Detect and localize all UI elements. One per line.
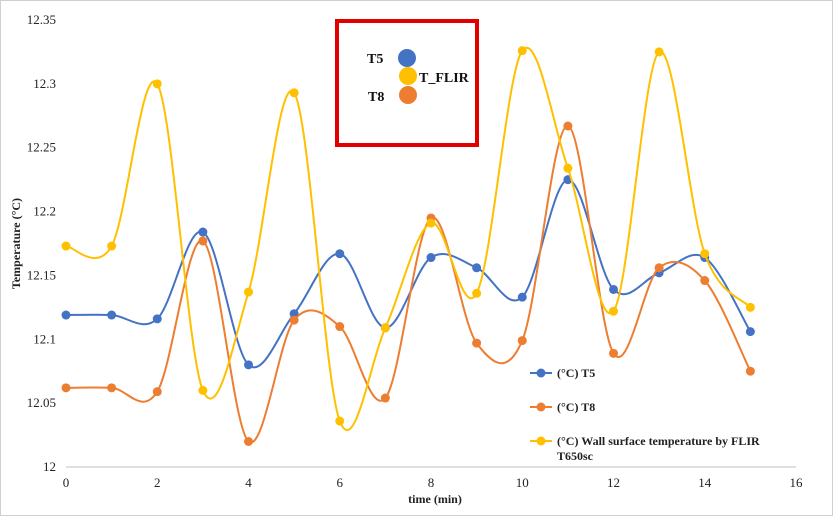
x-tick-label: 6 [337,475,344,490]
legend-label: (°C) T8 [557,400,595,414]
data-point [563,163,573,173]
x-axis-title: time (min) [408,492,462,506]
legend-marker [536,402,546,412]
x-tick-label: 16 [790,475,804,490]
data-point [517,46,527,56]
data-point [61,241,71,251]
data-point [107,241,117,251]
data-point [745,366,755,376]
series-line [65,46,752,431]
data-point [198,385,208,395]
data-point [700,276,710,286]
y-tick-label: 12 [43,459,56,474]
data-point [152,79,162,89]
data-point [700,249,710,259]
series-group [61,46,755,446]
marker-annotation-box: T5 T_FLIR T8 [335,19,479,147]
series-line [65,124,752,444]
annotation-label: T5 [367,52,383,67]
data-point [335,416,345,426]
series-2 [61,121,755,446]
x-tick-label: 14 [698,475,712,490]
data-point [198,227,208,237]
y-tick-label: 12.35 [27,12,56,27]
data-point [152,314,162,324]
data-point [563,121,573,131]
data-point [244,436,253,446]
data-point [198,236,208,246]
data-point [289,88,299,98]
annotation-label: T8 [368,90,384,105]
legend-entry: (°C) T8 [530,400,595,414]
data-point [654,263,664,273]
y-tick-label: 12.2 [33,204,56,219]
data-point [289,309,299,319]
y-tick-label: 12.1 [33,331,56,346]
x-tick-label: 12 [607,475,620,490]
legend-entry: (°C) T5 [530,366,595,380]
annotation-marker [399,86,417,104]
data-point [517,336,527,346]
series-line [65,178,752,369]
data-point [472,263,482,273]
y-tick-labels: 12 12.05 12.1 12.15 12.2 12.25 12.3 12.35 [27,12,56,474]
x-tick-label: 10 [516,475,529,490]
y-tick-label: 12.25 [27,140,56,155]
data-point [335,322,345,332]
data-point [609,348,618,358]
legend-entry: (°C) Wall surface temperature by FLIR T65… [530,434,760,463]
y-tick-label: 12.3 [33,76,56,91]
series-1 [61,175,755,370]
y-axis-title: Temperature (°C) [9,198,23,289]
legend-label: (°C) T5 [557,366,595,380]
data-point [380,393,390,403]
data-point [472,288,482,298]
data-point [335,249,345,259]
x-tick-label: 0 [63,475,70,490]
data-point [609,306,618,316]
data-point [289,315,299,325]
data-point [745,327,755,337]
data-point [426,253,436,263]
series-3 [61,46,755,431]
legend-marker [536,436,546,446]
data-point [745,302,755,312]
legend-label: (°C) Wall surface temperature by FLIR T65… [557,434,760,463]
data-point [654,47,664,57]
data-point [426,218,436,228]
x-tick-label: 2 [154,475,161,490]
annotation-label: T_FLIR [419,71,470,86]
data-point [380,323,390,333]
data-point [107,310,117,320]
legend-marker [536,368,546,378]
data-point [107,383,117,393]
x-tick-labels: 0 2 4 6 8 10 12 14 16 [63,475,803,490]
data-point [152,387,162,397]
data-point [472,338,482,348]
data-point [517,292,527,302]
data-point [609,284,618,294]
annotation-marker [398,49,416,67]
y-tick-label: 12.05 [27,395,56,410]
data-point [244,360,253,370]
x-tick-label: 8 [428,475,435,490]
y-tick-label: 12.15 [27,267,56,282]
annotation-marker [399,67,417,85]
data-point [61,383,71,393]
data-point [244,287,253,297]
data-point [61,310,71,320]
legend: (°C) T5 (°C) T8 (°C) Wall surface temperat… [530,366,760,463]
x-tick-label: 4 [245,475,252,490]
